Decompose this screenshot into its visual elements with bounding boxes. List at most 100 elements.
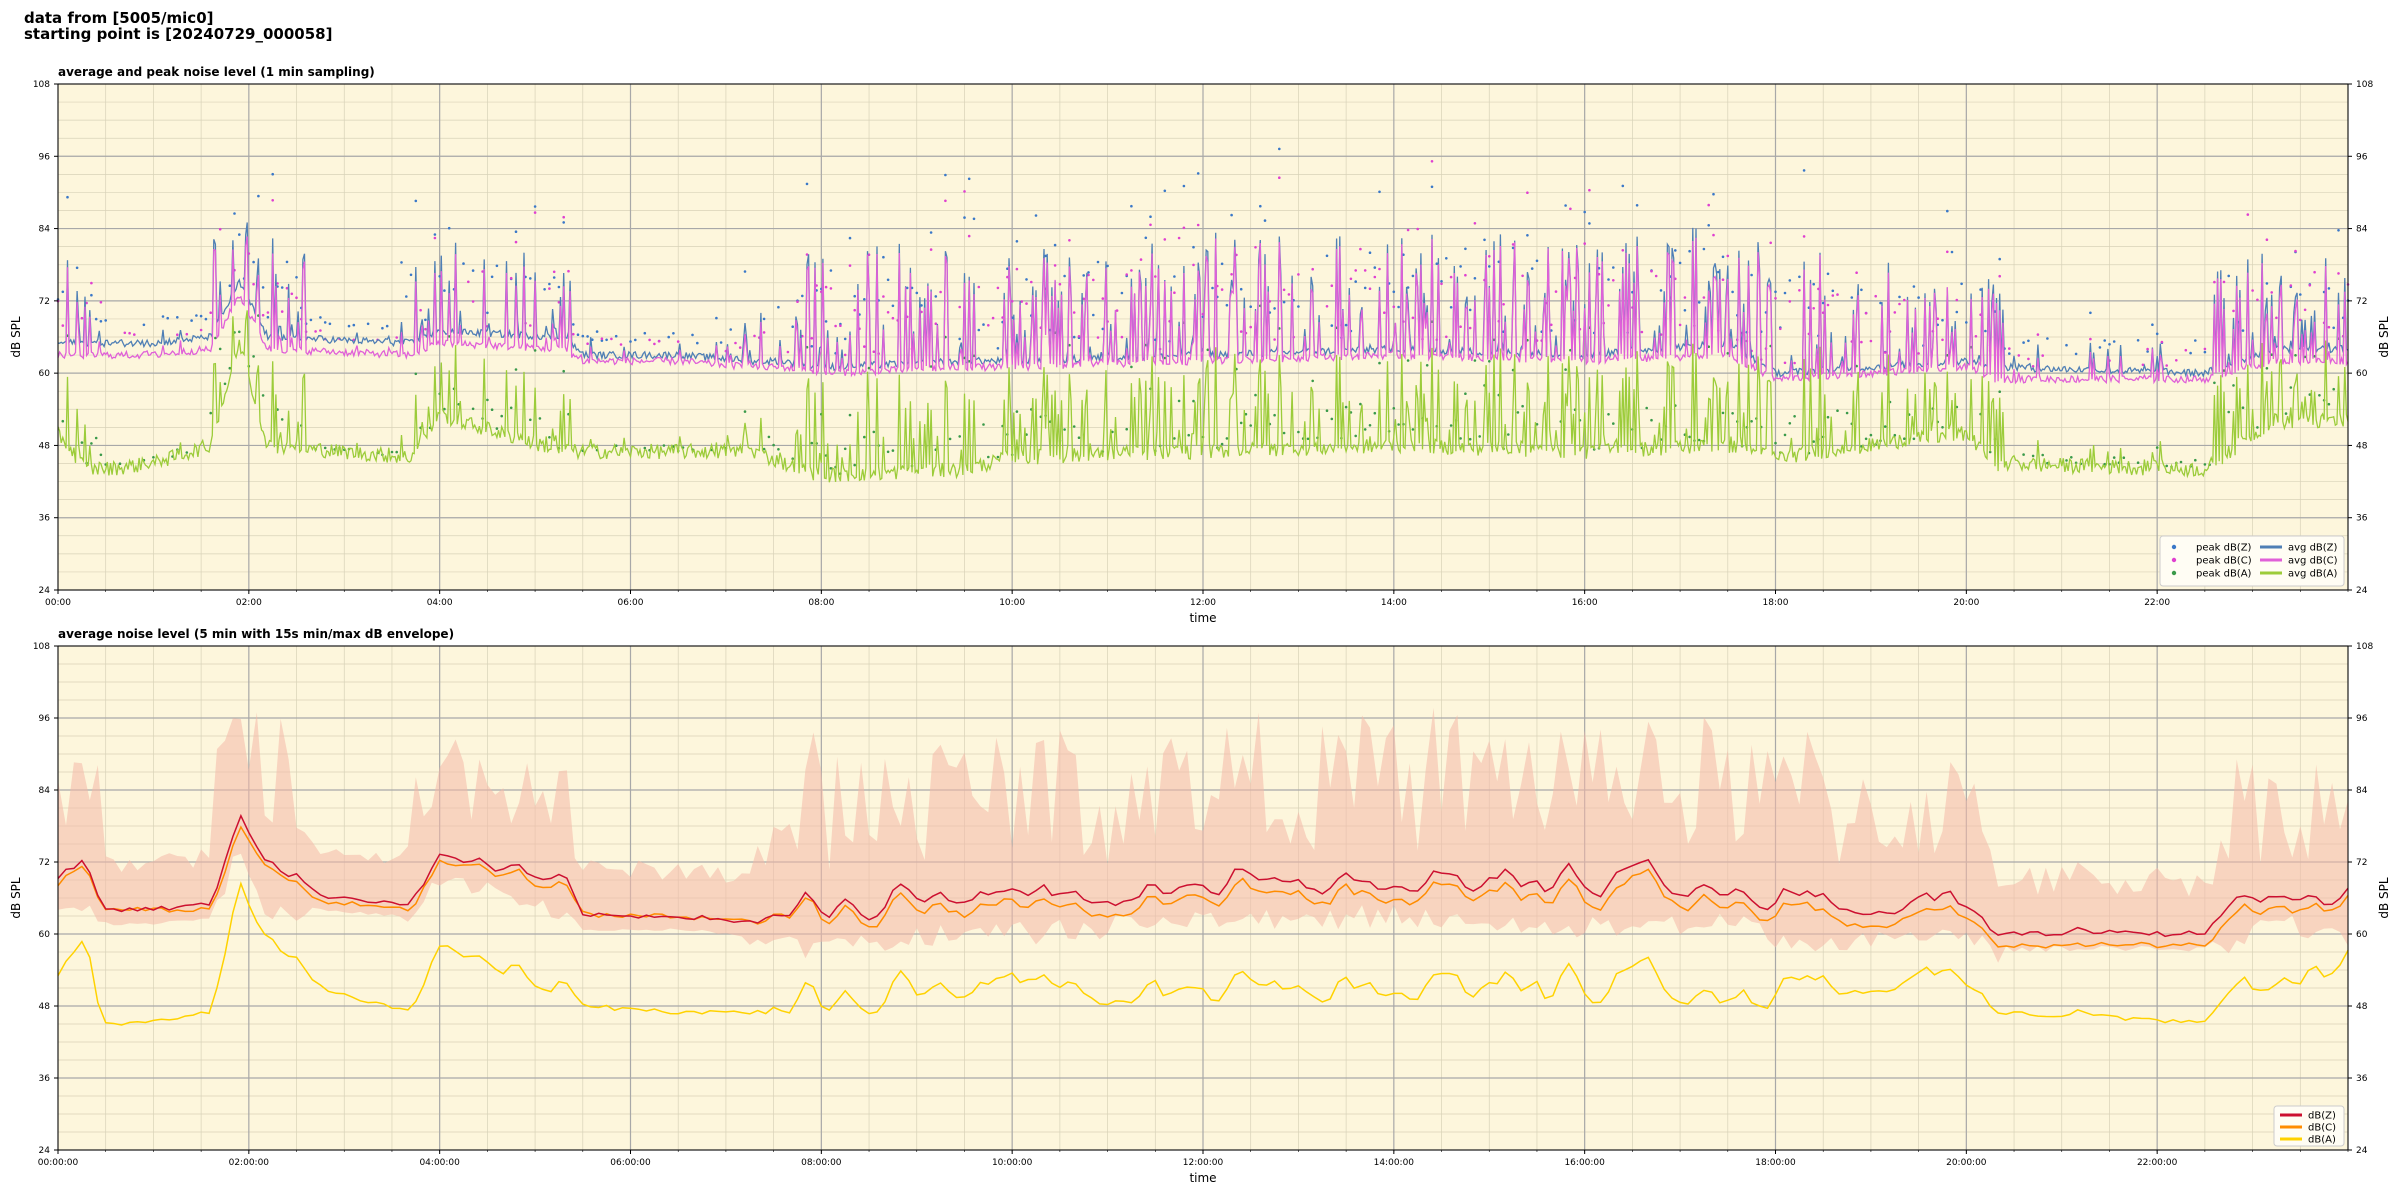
line-dbc — [57, 825, 2349, 949]
peak-point — [1621, 184, 1625, 188]
legend-label: avg dB(C) — [2288, 556, 2338, 567]
peak-point — [1836, 293, 1839, 296]
peak-point — [829, 467, 833, 470]
peak-point — [261, 286, 265, 289]
peak-point — [1230, 273, 1233, 276]
peak-point — [1096, 260, 1100, 264]
peak-point — [1850, 296, 1854, 299]
peak-point — [533, 211, 537, 214]
peak-point — [548, 287, 551, 290]
peak-point — [2289, 386, 2293, 389]
peak-point — [1721, 411, 1725, 415]
y-axis-label: dB SPL — [9, 316, 23, 358]
y-tick-label-right: 60 — [2356, 930, 2368, 940]
peak-point — [1821, 301, 1825, 305]
peak-point — [2327, 287, 2331, 290]
peak-point — [2146, 350, 2149, 353]
peak-point — [1550, 329, 1553, 332]
peak-point — [1344, 405, 1348, 409]
peak-point — [619, 343, 623, 346]
peak-point — [1025, 278, 1028, 281]
peak-point — [2251, 289, 2254, 292]
peak-point — [414, 372, 418, 376]
peak-point — [1378, 267, 1381, 271]
peak-point — [1044, 254, 1047, 258]
y-tick-label: 72 — [39, 297, 50, 307]
peak-point — [1282, 288, 1286, 292]
peak-point — [1569, 207, 1572, 211]
peak-point — [152, 456, 155, 459]
peak-point — [1984, 329, 1987, 333]
peak-point — [2227, 274, 2230, 278]
peak-point — [1798, 289, 1801, 292]
peak-point — [218, 347, 222, 351]
x-tick-label: 14:00:00 — [1374, 1158, 1415, 1168]
peak-point — [939, 290, 942, 294]
peak-point — [2136, 461, 2140, 465]
peak-point — [762, 331, 766, 334]
peak-point — [1406, 359, 1410, 362]
peak-point — [1831, 289, 1835, 293]
peak-point — [2008, 347, 2011, 350]
peak-point — [238, 233, 241, 236]
peak-point — [1855, 271, 1858, 275]
peak-point — [1726, 352, 1730, 355]
y-tick-label-right: 60 — [2356, 369, 2368, 379]
peak-point — [1368, 287, 1372, 291]
peak-point — [2074, 352, 2078, 356]
peak-point — [2017, 354, 2021, 357]
peak-point — [1774, 290, 1777, 294]
peak-point — [1588, 222, 1591, 225]
peak-point — [381, 326, 384, 330]
peak-point — [715, 316, 718, 320]
peak-point — [328, 322, 332, 326]
peak-point — [552, 270, 556, 274]
peak-point — [1812, 282, 1815, 286]
peak-point — [2046, 337, 2049, 340]
peak-point — [1998, 390, 2001, 394]
peak-point — [1860, 288, 1863, 292]
peak-point — [562, 215, 565, 219]
peak-point — [829, 269, 833, 272]
peak-point — [1239, 330, 1243, 333]
peak-point — [1750, 273, 1753, 277]
peak-point — [1869, 433, 1873, 437]
peak-point — [323, 446, 327, 450]
peak-point — [2194, 339, 2197, 342]
peak-point — [1898, 295, 1901, 299]
peak-point — [1879, 301, 1882, 305]
peak-point — [982, 323, 985, 326]
peak-point — [1917, 352, 1920, 355]
peak-point — [1774, 297, 1777, 300]
peak-point — [99, 301, 103, 304]
peak-point — [1788, 300, 1792, 303]
peak-point — [1368, 424, 1372, 427]
peak-point — [1359, 402, 1362, 406]
x-axis-label: time — [1189, 1171, 1216, 1185]
peak-point — [810, 337, 814, 340]
peak-point — [1239, 421, 1243, 425]
peak-point — [753, 334, 756, 338]
peak-point — [829, 287, 833, 290]
y-tick-label-right: 36 — [2356, 514, 2368, 524]
peak-point — [1130, 269, 1133, 272]
peak-point — [1793, 415, 1796, 418]
legend-label: avg dB(A) — [2288, 569, 2338, 580]
peak-point — [691, 333, 694, 337]
peak-point — [347, 324, 351, 328]
peak-point — [1397, 423, 1400, 426]
peak-point — [572, 323, 575, 326]
peak-point — [1163, 189, 1167, 193]
peak-point — [2241, 329, 2245, 332]
peak-point — [2270, 353, 2273, 357]
peak-point — [204, 317, 208, 321]
peak-point — [1955, 310, 1959, 314]
peak-point — [1726, 254, 1730, 258]
peak-point — [1430, 160, 1434, 163]
peak-point — [2036, 333, 2040, 336]
peak-point — [1273, 338, 1276, 341]
peak-point — [2165, 464, 2168, 468]
peak-point — [1903, 298, 1906, 302]
peak-point — [963, 190, 966, 193]
